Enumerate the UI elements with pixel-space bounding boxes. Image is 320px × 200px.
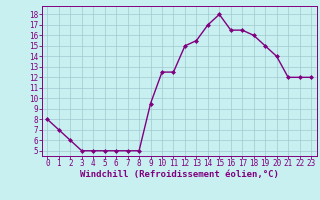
X-axis label: Windchill (Refroidissement éolien,°C): Windchill (Refroidissement éolien,°C) bbox=[80, 170, 279, 179]
